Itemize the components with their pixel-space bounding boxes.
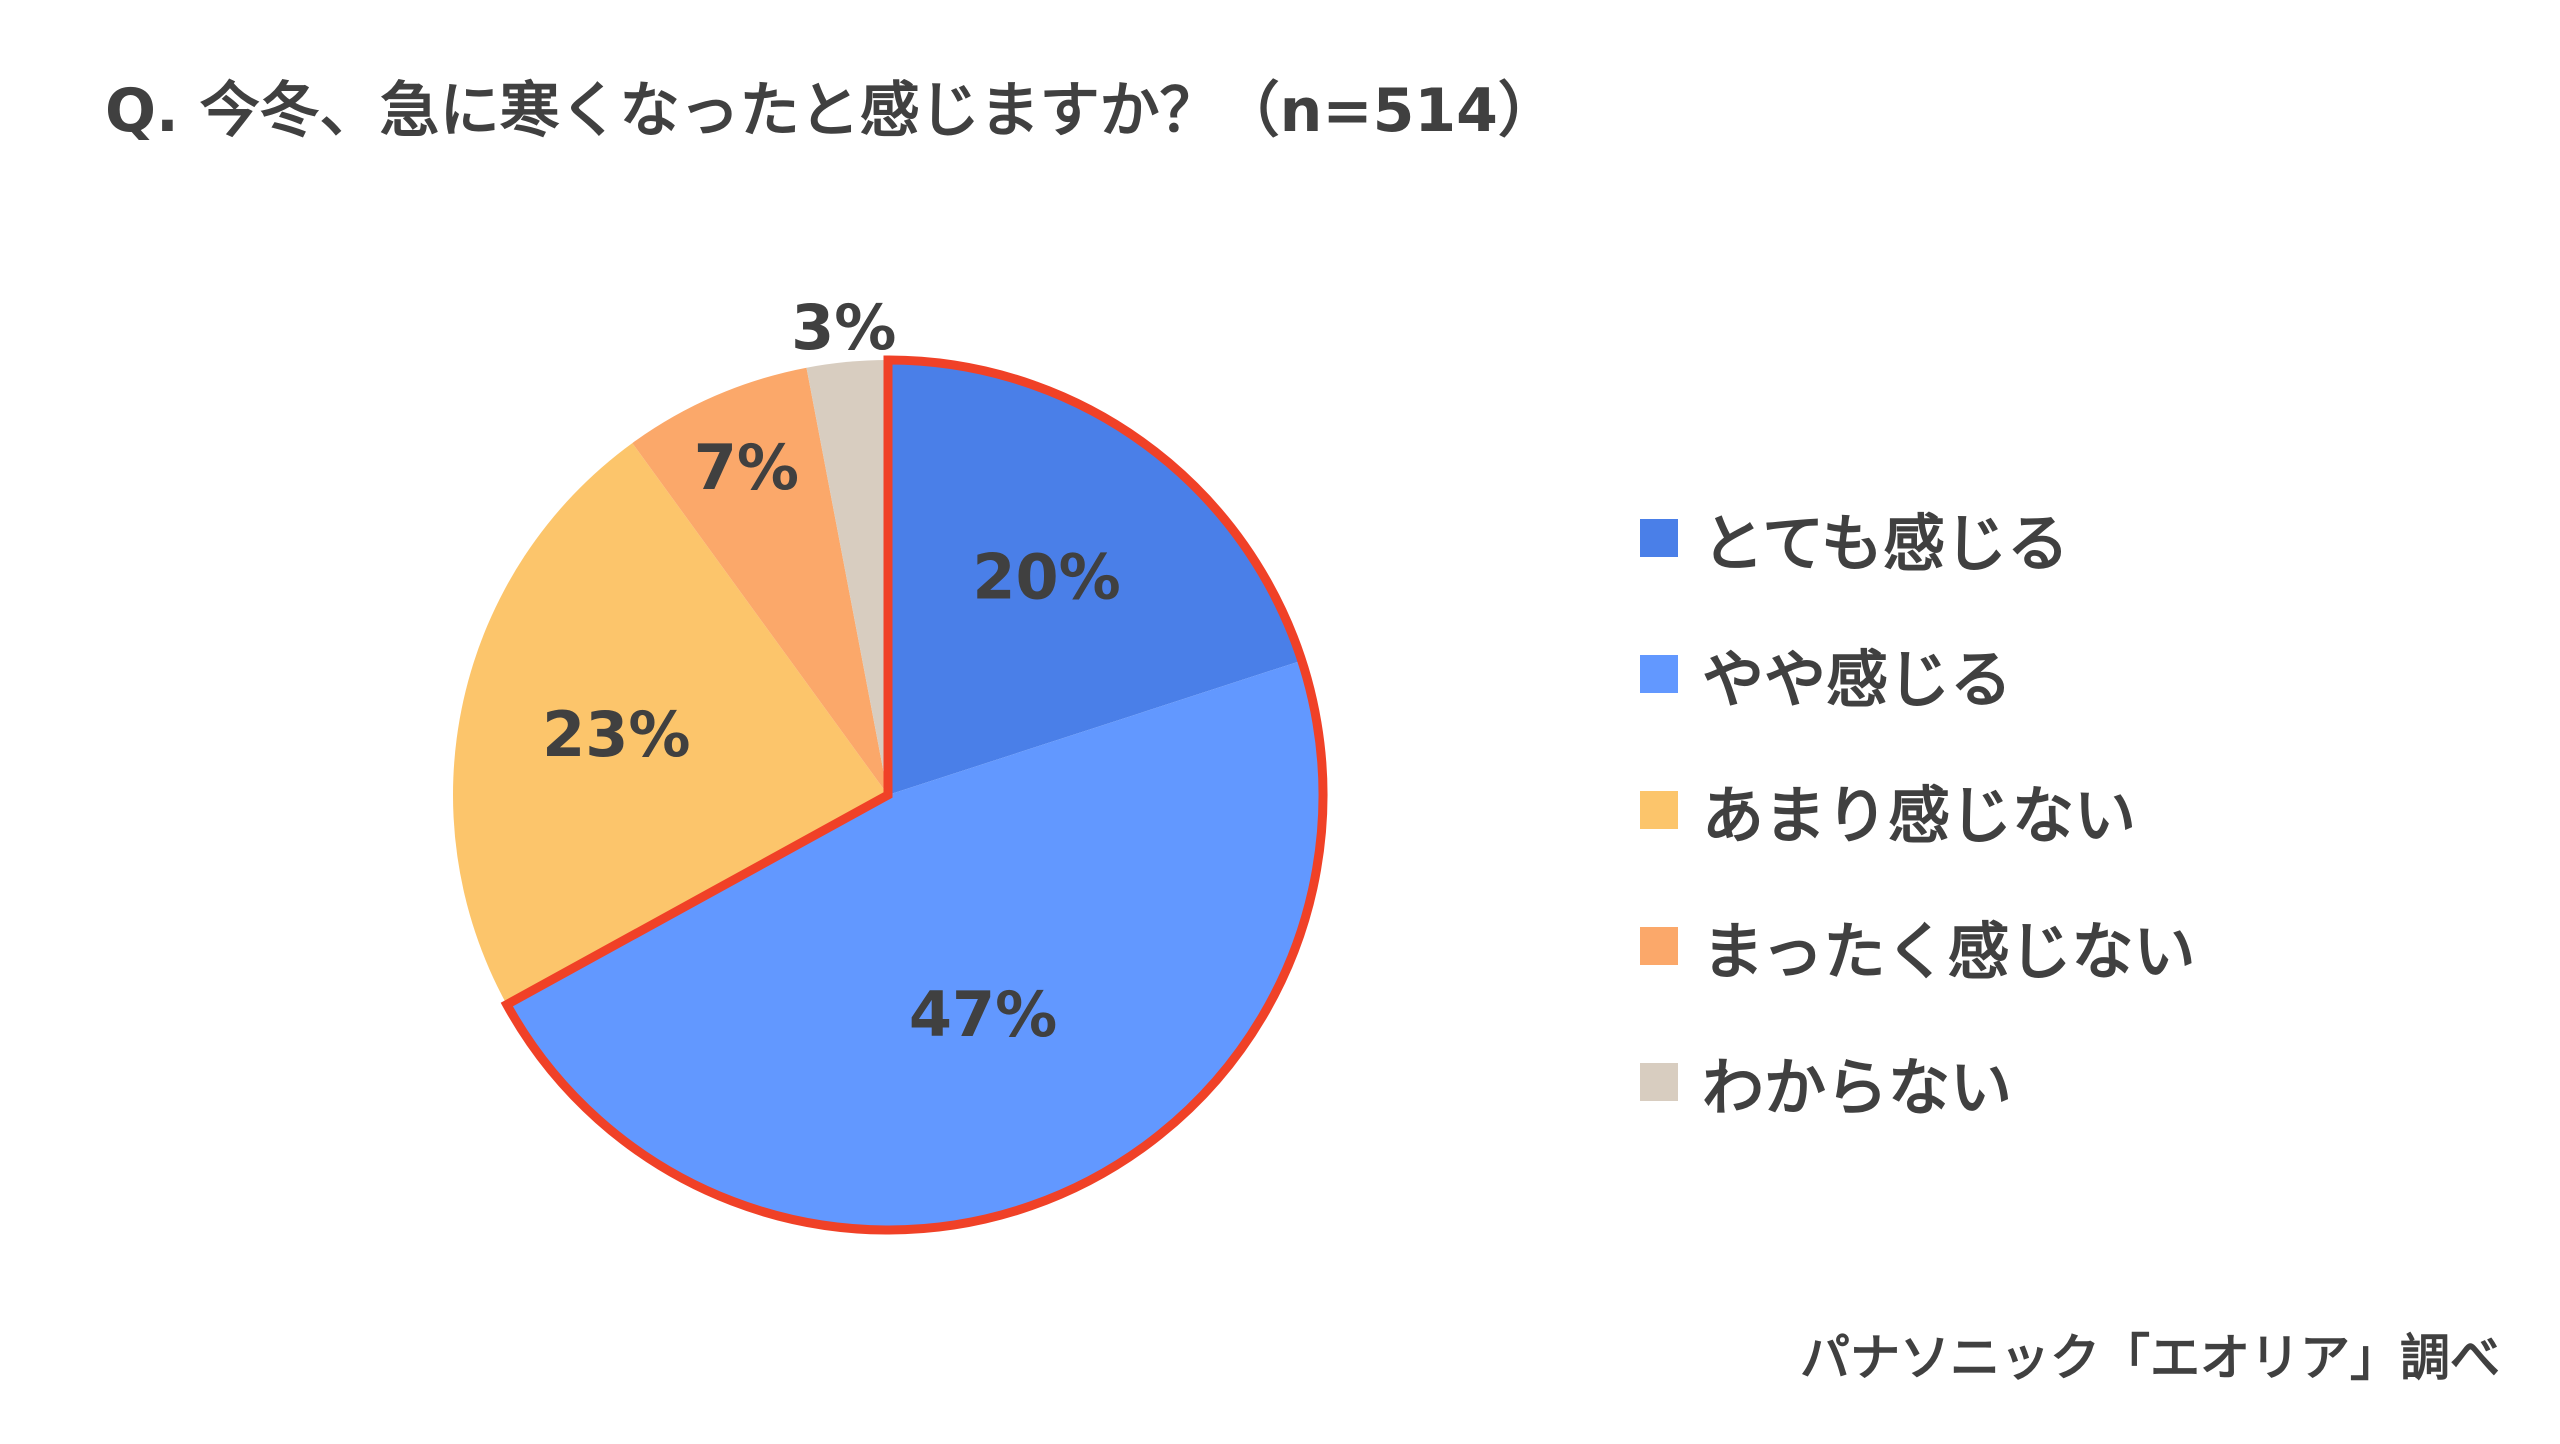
slice-value-label: 20%	[972, 540, 1120, 613]
pie-slice-1	[888, 360, 1302, 795]
legend-swatch	[1640, 791, 1678, 829]
legend-item: わからない	[1640, 1014, 2196, 1150]
legend-label: やや感じる	[1702, 643, 2013, 716]
slice-value-label: 47%	[909, 978, 1057, 1051]
legend-swatch	[1640, 655, 1678, 693]
pie-slice-4	[632, 367, 888, 795]
pie-slice-3	[453, 443, 888, 1005]
highlight-outline	[500, 355, 1328, 1235]
slice-value-label: 3%	[791, 291, 896, 364]
legend: とても感じる やや感じるあまり感じない まったく感じない わからない	[1640, 470, 2196, 1150]
source-note: パナソニック「エオリア」調べ	[1800, 1329, 2500, 1387]
legend-swatch	[1640, 519, 1678, 557]
legend-item: とても感じる	[1640, 470, 2196, 606]
legend-label: あまり感じない	[1702, 779, 2137, 852]
legend-label: まったく感じない	[1702, 915, 2196, 988]
chart-title: Q. 今冬、急に寒くなったと感じますか？（n=514）	[105, 76, 1558, 146]
pie-slice-5	[806, 360, 888, 795]
legend-swatch	[1640, 1063, 1678, 1101]
legend-item: まったく感じない	[1640, 878, 2196, 1014]
legend-label: わからない	[1702, 1051, 2013, 1124]
legend-item: あまり感じない	[1640, 742, 2196, 878]
slice-value-label: 23%	[542, 698, 690, 771]
pie-slice-2	[506, 660, 1324, 1231]
legend-label: とても感じる	[1702, 507, 2070, 580]
legend-swatch	[1640, 927, 1678, 965]
legend-item: やや感じる	[1640, 606, 2196, 742]
slice-value-label: 7%	[694, 431, 799, 504]
